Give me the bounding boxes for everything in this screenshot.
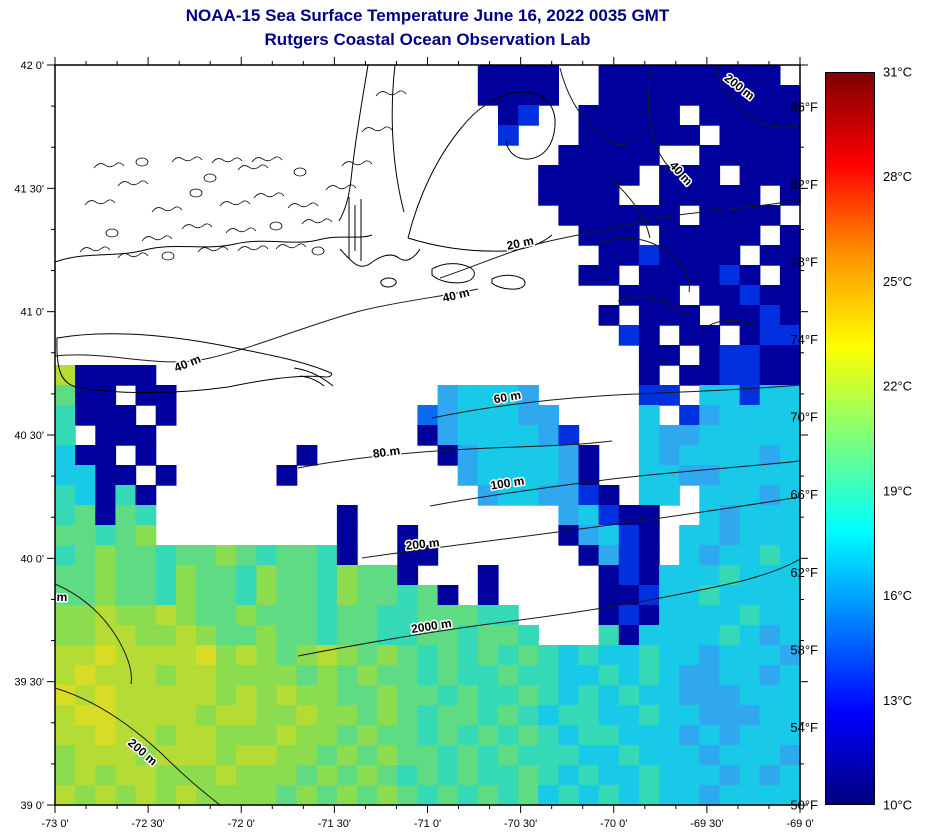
- svg-text:-70 30': -70 30': [504, 818, 537, 830]
- svg-text:66°F: 66°F: [790, 487, 818, 502]
- contour-40m-ne: [647, 64, 687, 180]
- contour-left-edge: [54, 583, 132, 685]
- coast-rhode-island: [339, 248, 421, 267]
- svg-text:13°C: 13°C: [883, 693, 912, 708]
- contour-gom-2: [599, 237, 690, 293]
- svg-text:42 0': 42 0': [20, 60, 44, 72]
- contour-40m-shelf: [54, 288, 479, 363]
- contour-60m: [431, 384, 801, 419]
- svg-text:78°F: 78°F: [790, 255, 818, 270]
- coast-cape-cod-hook: [407, 91, 556, 239]
- contour-gom-5: [611, 179, 651, 239]
- svg-text:50°F: 50°F: [790, 798, 818, 813]
- coastline: [54, 64, 556, 394]
- coast-long-island: [56, 333, 333, 394]
- page-title: NOAA-15 Sea Surface Temperature June 16,…: [185, 6, 670, 25]
- svg-text:-73 0': -73 0': [41, 818, 68, 830]
- svg-text:40 m: 40 m: [441, 285, 471, 305]
- svg-text:74°F: 74°F: [790, 332, 818, 347]
- svg-text:100 m: 100 m: [489, 473, 525, 492]
- coast-connecticut: [54, 234, 373, 263]
- island-marthas-vineyard: [431, 263, 475, 284]
- svg-text:58°F: 58°F: [790, 642, 818, 657]
- svg-text:31°C: 31°C: [883, 65, 912, 80]
- svg-text:40 30': 40 30': [14, 430, 44, 442]
- sst-pixel-grid: [55, 65, 801, 806]
- contour-200m-ne: [715, 64, 801, 128]
- svg-text:62°F: 62°F: [790, 565, 818, 580]
- island-block: [380, 277, 397, 288]
- colorbar-gradient: [825, 72, 875, 805]
- coast-mass-bay: [391, 64, 405, 213]
- svg-text:39 0': 39 0': [20, 800, 44, 812]
- island-nantucket: [491, 274, 526, 290]
- svg-text:25°C: 25°C: [883, 274, 912, 289]
- contour-200m-mid: [361, 496, 801, 559]
- svg-text:-70 0': -70 0': [600, 818, 627, 830]
- coast-boston-shore: [338, 64, 369, 222]
- coast-narragansett-bay: [348, 197, 362, 261]
- svg-text:10°C: 10°C: [883, 798, 912, 813]
- svg-text:-71 0': -71 0': [414, 818, 441, 830]
- svg-text:-69 0': -69 0': [786, 818, 813, 830]
- contour-gom-3: [617, 297, 687, 316]
- bathymetry-contours: [54, 64, 801, 806]
- svg-text:22°C: 22°C: [883, 379, 912, 394]
- land-detail-squiggles: [79, 90, 407, 261]
- svg-text:41 0': 41 0': [20, 307, 44, 319]
- svg-text:39 30': 39 30': [14, 677, 44, 689]
- svg-text:40 m: 40 m: [172, 352, 203, 375]
- svg-text:70°F: 70°F: [790, 410, 818, 425]
- svg-text:19°C: 19°C: [883, 483, 912, 498]
- svg-text:82°F: 82°F: [790, 177, 818, 192]
- contour-80m: [297, 440, 613, 469]
- colorbar-labels: 31°C 28°C 25°C 22°C 19°C 16°C 13°C 10°C 86°F 82°F…: [790, 65, 912, 813]
- svg-text:m: m: [57, 590, 68, 604]
- svg-text:20 m: 20 m: [505, 233, 535, 252]
- svg-text:86°F: 86°F: [790, 99, 818, 114]
- svg-text:-72 0': -72 0': [228, 818, 255, 830]
- svg-text:40 0': 40 0': [20, 553, 44, 565]
- svg-text:41 30': 41 30': [14, 183, 44, 195]
- svg-text:80 m: 80 m: [372, 443, 401, 461]
- page-subtitle: Rutgers Coastal Ocean Observation Lab: [264, 30, 591, 49]
- svg-text:200 m: 200 m: [405, 535, 440, 552]
- contour-gom-4: [699, 319, 755, 332]
- svg-text:-69 30': -69 30': [690, 818, 723, 830]
- contour-20m: [439, 199, 801, 279]
- svg-text:-72 30': -72 30': [131, 818, 164, 830]
- contour-2000m: [297, 558, 801, 657]
- svg-text:60 m: 60 m: [493, 388, 522, 407]
- svg-text:-71 30': -71 30': [318, 818, 351, 830]
- svg-text:16°C: 16°C: [883, 588, 912, 603]
- svg-text:54°F: 54°F: [790, 720, 818, 735]
- axes: -73 0' -72 30' -72 0' -71 30' -71 0' -70 30' -…: [14, 57, 814, 830]
- coast-cape-cod-south: [407, 234, 553, 252]
- contour-100m: [429, 460, 801, 507]
- svg-text:28°C: 28°C: [883, 169, 912, 184]
- contour-gom-1: [559, 67, 634, 146]
- coast-li-forks: [293, 367, 334, 387]
- contour-200m-sw: [54, 687, 221, 806]
